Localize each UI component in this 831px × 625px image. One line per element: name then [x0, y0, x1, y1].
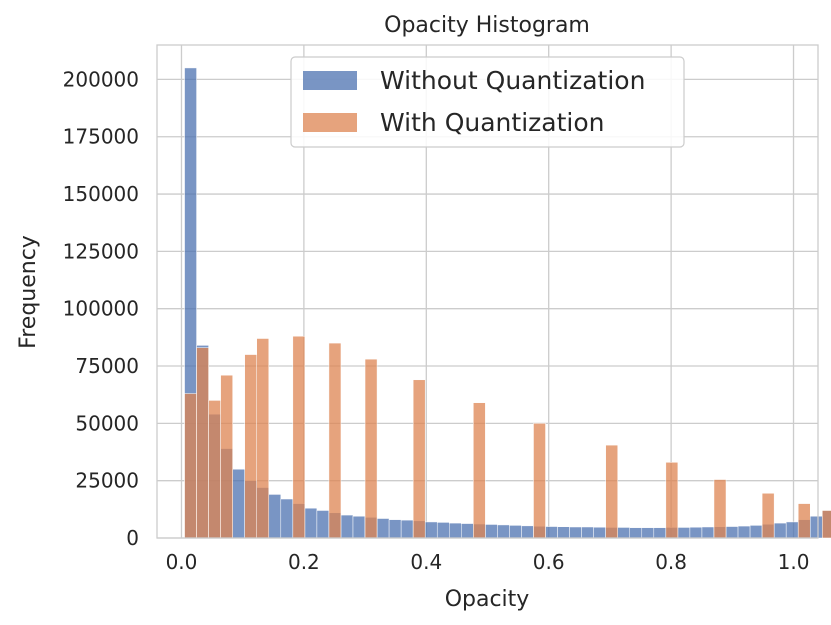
histogram-bar — [268, 494, 282, 539]
y-tick-label: 0 — [126, 526, 139, 550]
y-tick-label: 125000 — [63, 239, 139, 263]
histogram-bar — [713, 479, 727, 539]
histogram-bar — [340, 514, 354, 539]
histogram-bar — [545, 526, 558, 539]
y-tick-label: 175000 — [63, 125, 139, 149]
plot-frame — [156, 44, 819, 539]
y-tick-label: 50000 — [75, 411, 139, 435]
x-tick-label: 0.0 — [166, 550, 198, 574]
histogram-bar — [689, 526, 703, 539]
y-axis-title: Frequency — [16, 235, 41, 349]
histogram-bar — [232, 468, 245, 539]
histogram-bar — [424, 521, 438, 539]
legend-label-without-quantization: Without Quantization — [380, 66, 645, 95]
histogram-bar — [557, 526, 570, 539]
x-tick-label: 0.6 — [533, 550, 565, 574]
histogram-bar — [316, 510, 330, 539]
histogram-bar — [436, 522, 450, 539]
histogram-bar — [665, 462, 679, 539]
x-axis-title: Opacity — [445, 587, 530, 612]
histogram-bar — [773, 522, 787, 539]
histogram-bar — [749, 525, 763, 539]
histogram-bar — [280, 498, 294, 539]
histogram-bar — [653, 527, 667, 539]
histogram-bar — [581, 526, 594, 539]
plot-border — [156, 44, 819, 539]
series-1 — [184, 335, 831, 539]
histogram-bar — [449, 522, 462, 539]
histogram-bar — [569, 526, 582, 539]
histogram-bar — [641, 527, 655, 539]
legend-box — [290, 56, 685, 148]
x-tick-label: 1.0 — [778, 550, 810, 574]
y-tick-label: 25000 — [75, 469, 139, 493]
histogram-bar — [797, 503, 811, 539]
histogram-bar — [304, 507, 318, 539]
histogram-bar — [292, 335, 306, 539]
histogram-bar — [196, 347, 209, 539]
histogram-bar — [364, 358, 378, 539]
histogram-bar — [208, 400, 221, 539]
histogram-bar — [485, 524, 498, 539]
histogram-bar — [473, 402, 486, 539]
legend-label-with-quantization: With Quantization — [380, 108, 604, 137]
x-tick-label: 0.8 — [655, 550, 687, 574]
histogram-bar — [328, 342, 342, 539]
histogram-bar — [256, 338, 270, 539]
histogram-bar — [388, 519, 402, 539]
histogram-bar — [244, 354, 257, 539]
histogram-bar — [605, 444, 618, 539]
histogram-bar — [629, 527, 643, 539]
histogram-bar — [376, 518, 390, 539]
histogram-bar — [461, 523, 474, 539]
histogram-bar — [352, 515, 366, 539]
y-tick-label: 100000 — [63, 297, 139, 321]
histogram-bar — [593, 526, 606, 539]
histogram-bar — [785, 521, 799, 539]
histogram-bar — [509, 525, 522, 539]
y-tick-label: 75000 — [75, 354, 139, 378]
y-tick-label: 150000 — [63, 182, 139, 206]
histogram-bar — [617, 527, 630, 539]
histogram-bar — [677, 527, 691, 539]
histogram-bar — [184, 393, 197, 539]
chart-title: Opacity Histogram — [384, 13, 590, 38]
histogram-bar — [725, 526, 739, 539]
x-tick-label: 0.2 — [288, 550, 320, 574]
histogram-bar — [220, 374, 233, 539]
y-tick-label: 200000 — [63, 67, 139, 91]
histogram-bar — [400, 519, 414, 539]
x-tick-label: 0.4 — [410, 550, 442, 574]
histogram-bar — [701, 526, 715, 539]
histogram-bar — [737, 525, 751, 539]
histogram-bar — [412, 379, 426, 539]
histogram-bar — [809, 515, 823, 539]
histogram-bar — [497, 524, 510, 539]
tick-labels: 0.0 0.2 0.4 0.6 0.8 1.0 0 25000 50000 75000 100000… — [63, 67, 810, 574]
legend-swatch-with-quantization — [303, 113, 357, 132]
histogram-bar — [822, 510, 831, 539]
legend-swatch-without-quantization — [303, 71, 357, 90]
legend: Without Quantization With Quantization — [290, 56, 685, 148]
histogram-bar — [521, 525, 534, 539]
histogram-bar — [761, 493, 775, 539]
histogram-bar — [533, 423, 546, 539]
